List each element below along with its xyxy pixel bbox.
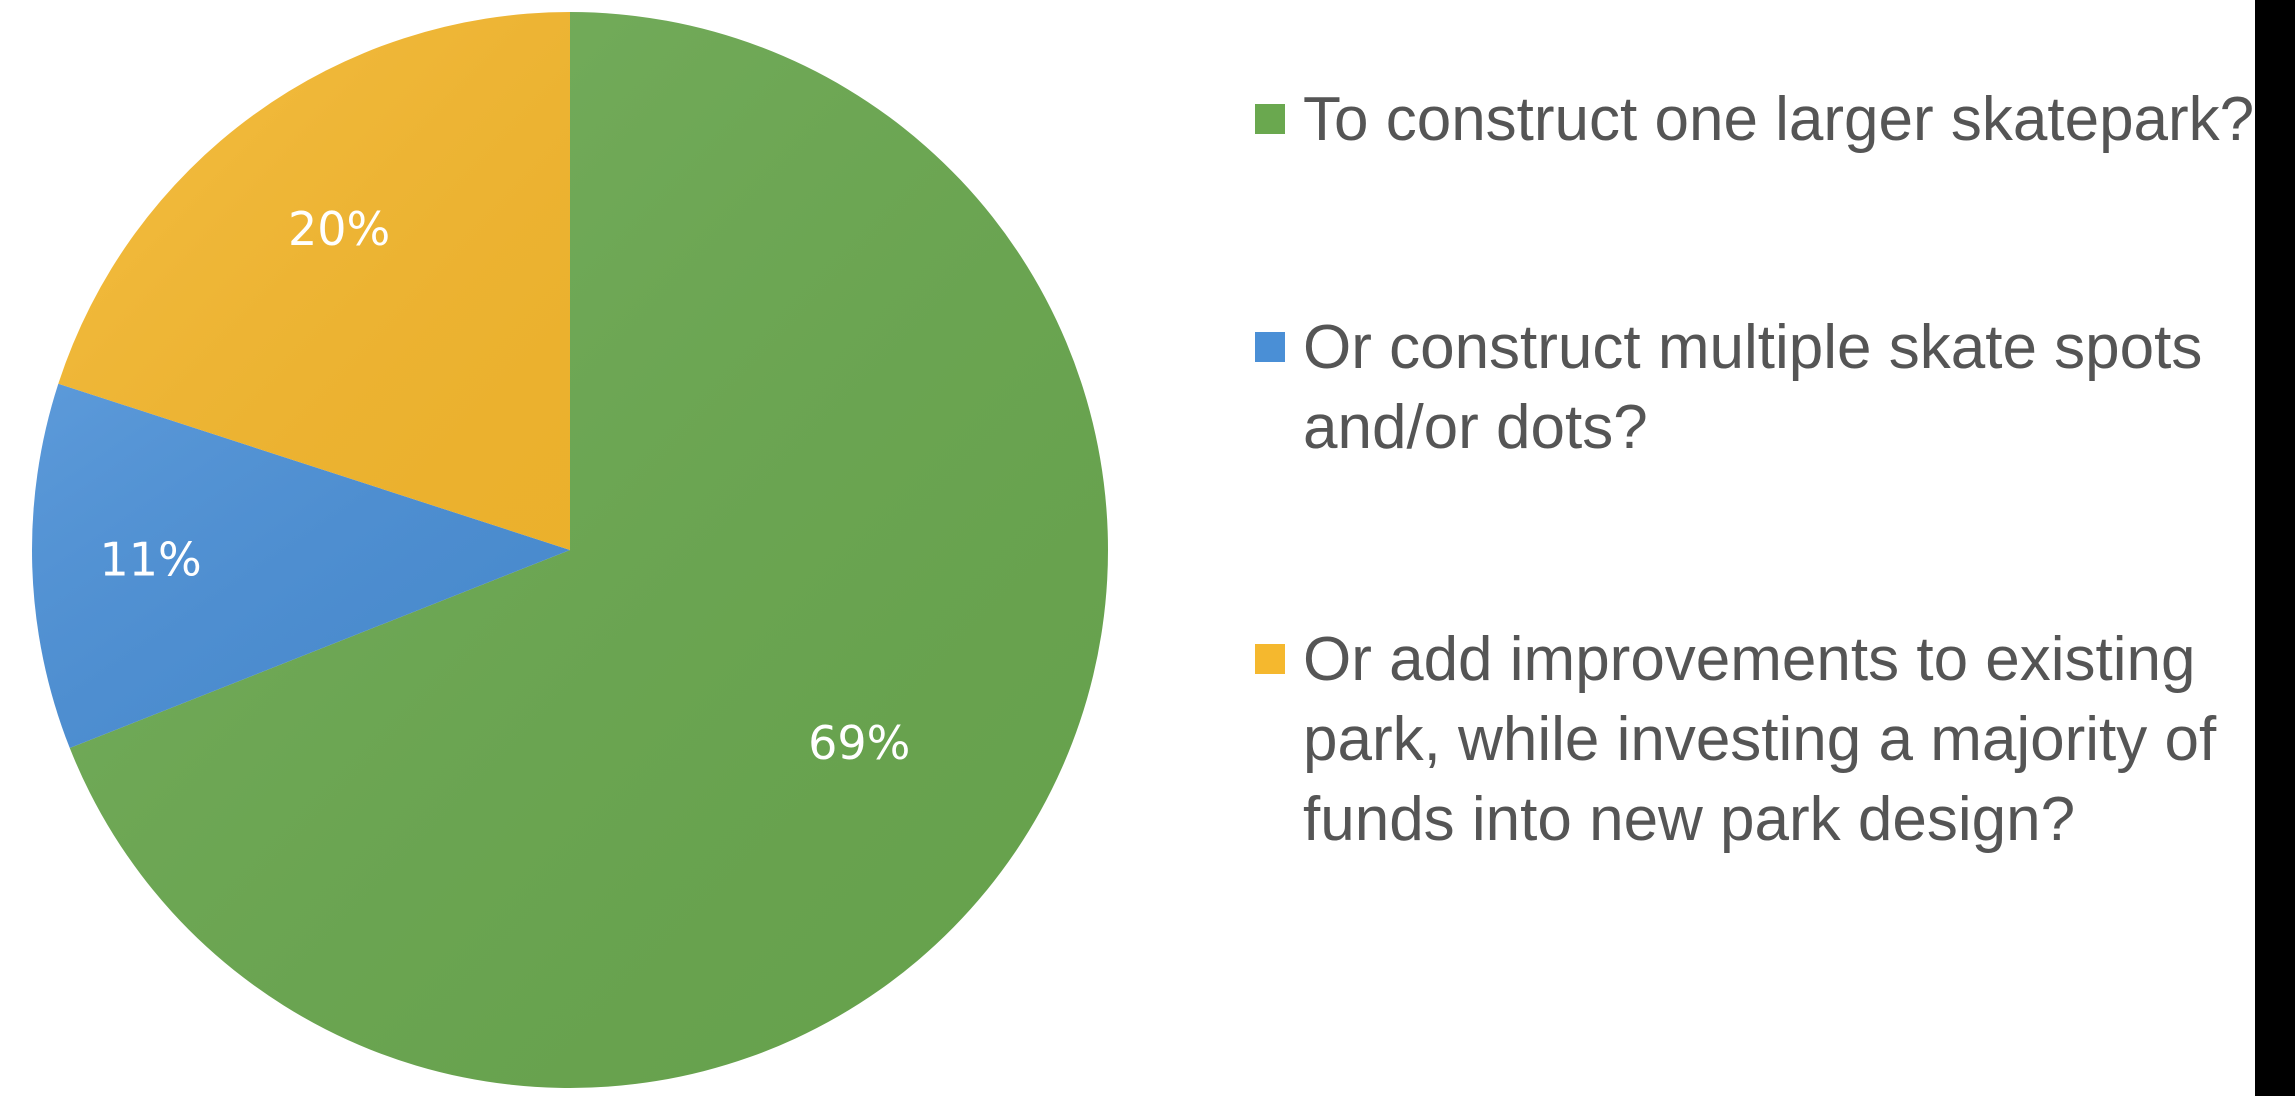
slice-shading — [31, 383, 570, 749]
legend-swatch-blue — [1255, 332, 1285, 362]
slice-shading — [58, 12, 570, 550]
pie-data-labels: 69% 11% 20% — [99, 202, 910, 770]
legend-swatch-yellow — [1255, 644, 1285, 674]
slice-shading — [69, 12, 1108, 1088]
legend-item-improve-existing-park: Or add improvements to existing park, wh… — [1255, 620, 2255, 860]
data-label-20: 20% — [288, 202, 390, 256]
legend-label: Or add improvements to existing park, wh… — [1303, 625, 2217, 854]
data-label-11: 11% — [99, 533, 201, 587]
legend-label: To construct one larger skatepark? — [1303, 85, 2255, 154]
data-label-69: 69% — [808, 716, 910, 770]
legend-label: Or construct multiple skate spots and/or… — [1303, 313, 2203, 462]
pie-chart: 69% 11% 20% — [31, 12, 1108, 1088]
legend: To construct one larger skatepark? Or co… — [1255, 80, 2255, 860]
legend-item-one-larger-skatepark: To construct one larger skatepark? — [1255, 80, 2255, 160]
legend-item-multiple-skate-spots: Or construct multiple skate spots and/or… — [1255, 308, 2255, 468]
legend-swatch-green — [1255, 104, 1285, 134]
pie-slices — [31, 12, 1108, 1088]
screen-edge-bar — [2255, 0, 2295, 1096]
